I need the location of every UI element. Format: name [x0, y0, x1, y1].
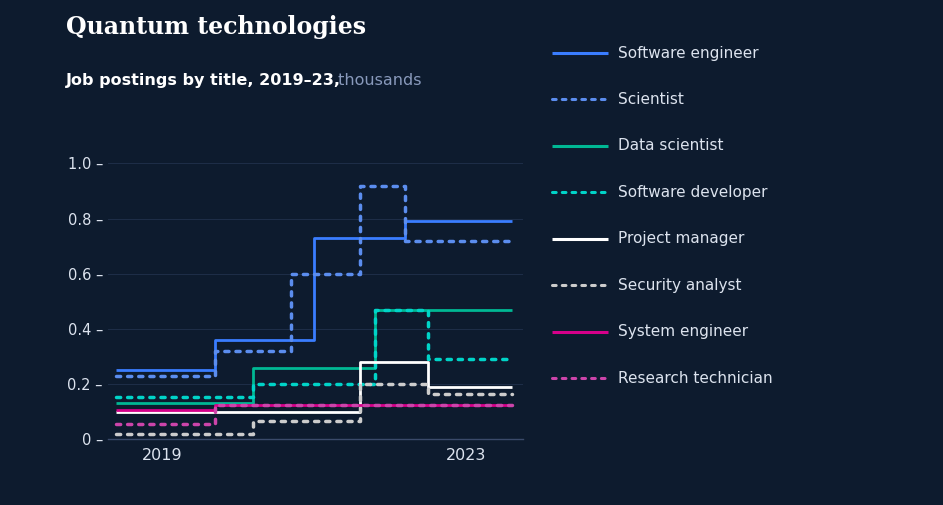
Text: Project manager: Project manager [618, 231, 744, 246]
Text: Software engineer: Software engineer [618, 45, 758, 61]
Text: Scientist: Scientist [618, 92, 684, 107]
Text: Security analyst: Security analyst [618, 278, 741, 293]
Text: Quantum technologies: Quantum technologies [66, 15, 366, 39]
Text: thousands: thousands [333, 73, 422, 88]
Text: Software developer: Software developer [618, 185, 768, 200]
Text: System engineer: System engineer [618, 324, 748, 339]
Text: Data scientist: Data scientist [618, 138, 723, 154]
Text: Research technician: Research technician [618, 371, 772, 386]
Text: Job postings by title, 2019–23,: Job postings by title, 2019–23, [66, 73, 341, 88]
